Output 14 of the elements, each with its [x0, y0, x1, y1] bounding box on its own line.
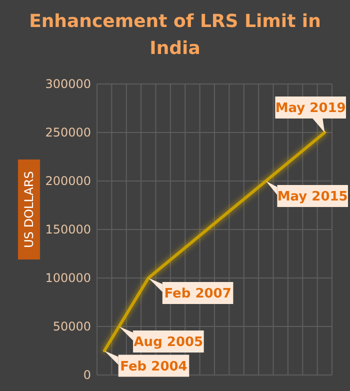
y-tick-label: 0 [83, 368, 91, 382]
annotation: May 2015 [277, 190, 348, 205]
annotation: Feb 2007 [164, 286, 232, 302]
y-tick-label: 200000 [45, 174, 91, 188]
annotation: Aug 2005 [134, 335, 204, 350]
y-tick-label: 250000 [45, 126, 91, 140]
y-tick-label: 150000 [45, 222, 91, 237]
y-tick-label: 50000 [52, 320, 91, 334]
y-tick-label: 300000 [45, 77, 91, 92]
y-axis-title: US DOLLARS [22, 171, 36, 248]
chart-title: Enhancement of LRS Limit in India [29, 11, 321, 59]
annotation: Feb 2004 [120, 359, 188, 374]
annotation: May 2019 [275, 101, 346, 116]
y-tick-label: 100000 [45, 271, 91, 286]
